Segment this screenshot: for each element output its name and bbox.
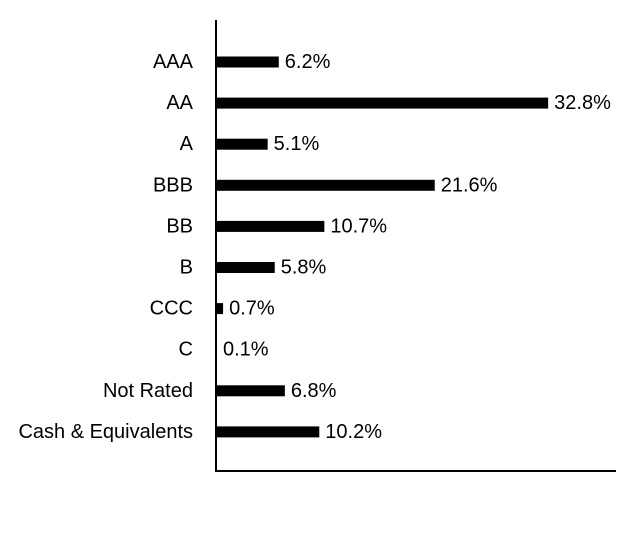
- bar-0: [216, 56, 279, 68]
- category-label-8: Not Rated: [103, 380, 193, 402]
- value-label-0: 6.2%: [285, 51, 331, 73]
- category-label-9: Cash & Equivalents: [18, 421, 193, 443]
- category-label-2: A: [180, 133, 194, 155]
- value-label-7: 0.1%: [223, 339, 269, 361]
- category-label-7: C: [179, 339, 193, 361]
- bar-4: [216, 220, 325, 232]
- category-label-0: AAA: [153, 51, 194, 73]
- value-label-1: 32.8%: [554, 92, 611, 114]
- category-label-4: BB: [166, 215, 193, 237]
- bar-8: [216, 385, 285, 397]
- value-label-2: 5.1%: [274, 133, 320, 155]
- bar-3: [216, 179, 435, 191]
- bar-9: [216, 426, 320, 438]
- labels: AAA 6.2% AA 32.8% A 5.1% BBB 21.6% BB 10.7% B 5.8% C…: [18, 51, 611, 443]
- value-label-3: 21.6%: [441, 174, 498, 196]
- value-label-5: 5.8%: [281, 257, 327, 279]
- bar-2: [216, 138, 268, 150]
- category-label-6: CCC: [150, 298, 193, 320]
- category-label-3: BBB: [153, 174, 193, 196]
- bars: [216, 56, 549, 438]
- value-label-9: 10.2%: [325, 421, 382, 443]
- value-label-8: 6.8%: [291, 380, 337, 402]
- category-label-5: B: [180, 257, 193, 279]
- value-label-4: 10.7%: [330, 215, 387, 237]
- value-label-6: 0.7%: [229, 298, 275, 320]
- bar-1: [216, 97, 549, 109]
- bar-6: [216, 303, 224, 315]
- category-label-1: AA: [166, 92, 193, 114]
- bar-5: [216, 262, 275, 273]
